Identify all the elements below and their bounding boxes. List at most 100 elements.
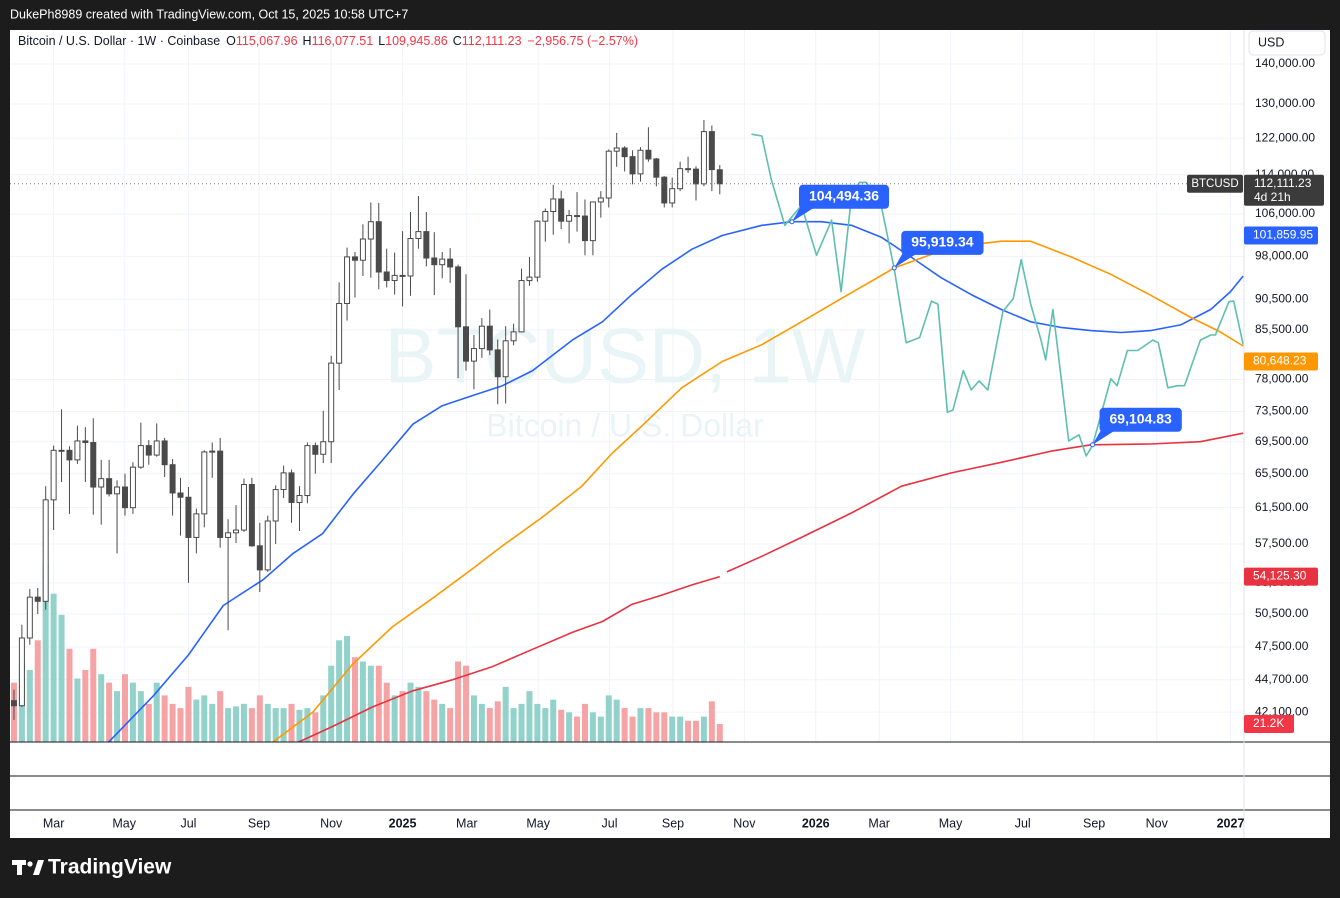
candle-body — [233, 529, 240, 534]
x-tick-label: May — [112, 816, 136, 830]
x-tick-label: 2025 — [389, 816, 417, 830]
candle-body — [375, 221, 382, 273]
price-label: 112,111.23 — [1254, 176, 1312, 190]
candle-body — [288, 472, 295, 503]
volume-bar — [637, 708, 644, 742]
candle-body — [431, 257, 438, 266]
candle-body — [692, 168, 699, 185]
candle-body — [661, 176, 668, 204]
volume-bar — [621, 708, 628, 742]
volume-bar — [645, 708, 652, 742]
candle-body — [637, 149, 644, 175]
candle-body — [18, 637, 25, 707]
x-tick-label: Sep — [662, 816, 684, 830]
candle-body — [82, 440, 89, 443]
candle-body — [407, 237, 414, 277]
candle-body — [423, 231, 430, 259]
candle-body — [177, 492, 184, 498]
volume-bar — [700, 716, 707, 742]
candle-body — [685, 168, 692, 171]
volume-bar — [217, 691, 224, 742]
volume-bar — [351, 657, 358, 742]
candle-body — [272, 489, 279, 522]
watermark-description: Bitcoin / U.S. Dollar — [486, 407, 764, 443]
callout-label: 95,919.34 — [911, 234, 973, 250]
callout-pointer — [1092, 430, 1115, 445]
y-tick-label: 69,500.00 — [1255, 434, 1309, 448]
volume-bar — [264, 703, 271, 742]
volume-bar — [383, 682, 390, 742]
y-tick-label: 122,000.00 — [1255, 130, 1315, 144]
brand-logo — [12, 860, 44, 875]
line-value-label: 80,648.23 — [1253, 354, 1307, 368]
price-tag — [1187, 174, 1243, 193]
candle-body — [558, 198, 565, 222]
candle-body — [653, 158, 660, 178]
volume-bar — [121, 674, 128, 742]
candle-body — [66, 449, 73, 461]
y-tick-label: 85,500.00 — [1255, 322, 1309, 336]
volume-bar — [407, 682, 414, 742]
volume-value-label: 21.2K — [1253, 716, 1284, 730]
candle-body — [597, 197, 604, 203]
legend-value: 116,077.51 — [312, 34, 374, 48]
volume-bar — [447, 708, 454, 742]
volume-bar — [42, 564, 49, 742]
volume-bar — [114, 691, 121, 742]
candle-body — [240, 484, 247, 531]
x-tick-label: Nov — [320, 816, 343, 830]
legend-change: −2,956.75 (−2.57%) — [528, 34, 639, 48]
y-tick-label: 65,500.00 — [1255, 466, 1309, 480]
candle-body — [629, 156, 636, 175]
x-tick-label: Sep — [248, 816, 270, 830]
logo-part — [33, 860, 44, 875]
candle-body — [470, 348, 477, 362]
candle-body — [320, 441, 327, 455]
candle-body — [669, 188, 676, 204]
candle-body — [10, 700, 17, 707]
axis-layer: Mar May Jul Sep Nov 2025 Mar May Jul Sep Nov 2026 Ma… — [10, 56, 1324, 830]
currency-button[interactable] — [1248, 30, 1326, 56]
x-tick-label: 2027 — [1217, 816, 1245, 830]
volume-bar — [518, 703, 525, 742]
candle-body — [700, 131, 707, 185]
volume-bar — [558, 709, 565, 742]
volume-bar — [661, 712, 668, 742]
volume-bar — [629, 716, 636, 742]
x-tick-label: May — [939, 816, 963, 830]
volume-bar — [193, 699, 200, 742]
callout-label: 104,494.36 — [809, 187, 879, 203]
volume-bar — [185, 686, 192, 742]
volume-bar — [98, 674, 105, 742]
volume-bar — [344, 636, 351, 742]
line-value-box — [1244, 352, 1318, 371]
candle-body — [463, 326, 470, 362]
candle-body — [280, 472, 287, 491]
y-tick-label: 90,500.00 — [1255, 291, 1309, 305]
callout-point — [789, 219, 795, 225]
candle-body — [74, 440, 81, 461]
volume-bar — [233, 706, 240, 742]
volume-bar — [90, 648, 97, 742]
volume-bar — [248, 708, 255, 742]
x-tick-label: Mar — [456, 816, 478, 830]
candle-body — [34, 596, 41, 602]
volume-bar — [708, 701, 715, 742]
candle-body — [367, 221, 374, 240]
candle-body — [209, 450, 216, 453]
volume-bar — [494, 701, 501, 742]
volume-bar — [58, 614, 65, 742]
callout-pointer — [791, 207, 814, 222]
callout-box — [1099, 407, 1182, 432]
volume-bar — [82, 669, 89, 742]
volume-bar — [692, 720, 699, 742]
candle-body — [225, 532, 232, 538]
price-countdown: 4d 21h — [1254, 190, 1291, 204]
candle-body — [336, 302, 343, 364]
y-tick-label: 98,000.00 — [1255, 249, 1309, 263]
legend-value: 112,111.23 — [462, 34, 522, 48]
candle-body — [526, 276, 533, 282]
y-tick-label: 73,500.00 — [1255, 404, 1309, 418]
currency-label[interactable]: USD — [1258, 35, 1284, 49]
x-tick-label: Jul — [602, 816, 618, 830]
